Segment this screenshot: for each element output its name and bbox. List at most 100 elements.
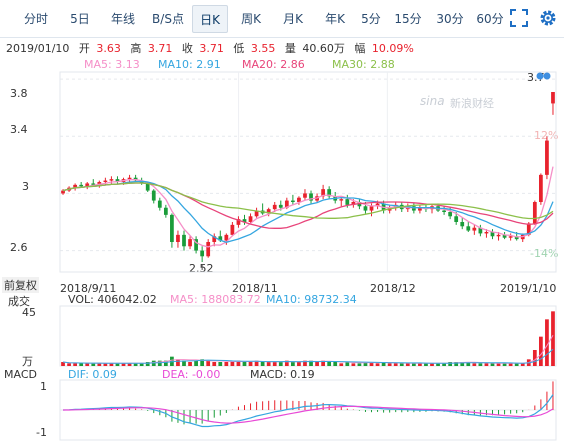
price-tick-3-4: 3.4 [10, 123, 28, 136]
sina-logo: sina [420, 94, 445, 108]
volume-bar [490, 363, 495, 366]
tab-5min[interactable]: 5分 [361, 12, 381, 26]
volume-ma5-line [62, 335, 554, 364]
volume-bar [145, 362, 150, 366]
tab-15min[interactable]: 15分 [394, 12, 422, 26]
tab-bs-point[interactable]: B/S点 [152, 12, 184, 26]
macd-dea-legend: DEA: -0.00 [162, 368, 221, 381]
ma30-line [62, 182, 554, 220]
volume-bar [339, 363, 344, 366]
candle-body [526, 223, 531, 235]
tab-fenshi[interactable]: 分时 [23, 12, 48, 26]
signal-dot [536, 72, 544, 80]
volume-bar [357, 363, 362, 366]
candle-body [448, 212, 453, 217]
date-tick-nov: 2018/11 [232, 282, 278, 295]
volume-ma5-legend: MA5: 188083.72 [170, 293, 261, 306]
tab-30min[interactable]: 30分 [436, 12, 464, 26]
period-tab-bar: 分时 5日 年线 B/S点 日K 周K 月K 年K 5分 15分 30分 60分 [0, 0, 564, 38]
candle-body [309, 193, 313, 201]
macd-value-legend: MACD: 0.19 [250, 368, 315, 381]
volume-bar [200, 359, 205, 366]
candle-body [514, 236, 519, 240]
volume-bar [67, 363, 71, 366]
volume-bar [436, 363, 440, 366]
volume-bar [79, 363, 84, 366]
candle-body [539, 174, 543, 202]
volume-bar [375, 363, 380, 366]
candle-body [490, 232, 495, 237]
volume-bar [496, 363, 501, 366]
candle-body [79, 184, 84, 187]
date-tick-end: 2019/1/10 [500, 282, 557, 295]
volume-bar [345, 362, 350, 366]
candle-body [466, 226, 471, 231]
volume-bar [424, 363, 428, 366]
candle-body [224, 234, 229, 241]
macd-axis-bottom: -1 [36, 426, 47, 439]
volume-bar [61, 362, 65, 366]
volume-bar [91, 363, 96, 366]
tab-5day[interactable]: 5日 [70, 12, 90, 26]
macd-dea-line [63, 405, 554, 424]
quote-date: 2019/01/10 [6, 42, 70, 55]
candlestick-series [61, 92, 555, 262]
open-label: 开 [78, 42, 90, 55]
candle-body [109, 179, 114, 181]
volume-bar [248, 362, 253, 366]
adjust-mode-button[interactable]: 前复权 [2, 277, 39, 293]
volume-bar [430, 363, 434, 366]
volume-bar [399, 363, 404, 366]
volume-bar [309, 360, 313, 366]
candle-body [97, 182, 102, 185]
volume-bar [127, 363, 132, 366]
volume-bar [411, 363, 416, 366]
tab-yearly-k[interactable]: 年K [325, 12, 345, 26]
candle-body [230, 224, 235, 235]
candle-body [212, 236, 217, 242]
volume-ma10-line [62, 348, 554, 364]
volume-axis-top: 45 [22, 306, 36, 319]
volume-bar [194, 360, 198, 366]
volume-bar [508, 363, 513, 366]
volume-bar [514, 363, 519, 366]
tab-monthly-k[interactable]: 月K [283, 12, 303, 26]
price-tick-2-6: 2.6 [10, 241, 28, 254]
close-label: 收 [181, 42, 193, 55]
candle-body [115, 179, 120, 182]
volume-bar [381, 362, 386, 366]
tab-daily-k[interactable]: 日K [192, 5, 228, 33]
tab-weekly-k[interactable]: 周K [241, 12, 261, 26]
volume-bar [393, 363, 398, 366]
macd-axis-top: 1 [40, 380, 47, 393]
candle-body [532, 202, 537, 224]
volume-unit-label: 万 [22, 355, 33, 368]
close-value: 3.71 [199, 42, 224, 55]
volume-bar [260, 362, 265, 366]
candle-body [363, 206, 368, 211]
candle-body [206, 242, 211, 257]
fullscreen-icon[interactable] [510, 9, 528, 27]
volume-bar [532, 350, 537, 366]
tab-60min[interactable]: 60分 [476, 12, 504, 26]
candle-body [200, 250, 205, 257]
low-value: 3.55 [250, 42, 276, 55]
volume-bar [182, 360, 186, 366]
volume-bar [266, 362, 271, 366]
candle-body [484, 232, 489, 234]
volume-bar [315, 362, 319, 366]
volume-vol-legend: VOL: 406042.02 [68, 293, 157, 306]
candle-body [188, 239, 192, 247]
ma20-line [62, 182, 554, 229]
volume-bar [206, 360, 211, 366]
gear-icon[interactable] [538, 8, 558, 28]
macd-dif-legend: DIF: 0.09 [68, 368, 117, 381]
volume-bar [369, 362, 374, 366]
candle-body [321, 189, 325, 197]
volume-bar [303, 360, 307, 366]
candle-body [163, 207, 168, 215]
tab-yearline[interactable]: 年线 [110, 12, 135, 26]
price-tick-3: 3 [22, 180, 29, 193]
volume-bar [472, 363, 477, 366]
